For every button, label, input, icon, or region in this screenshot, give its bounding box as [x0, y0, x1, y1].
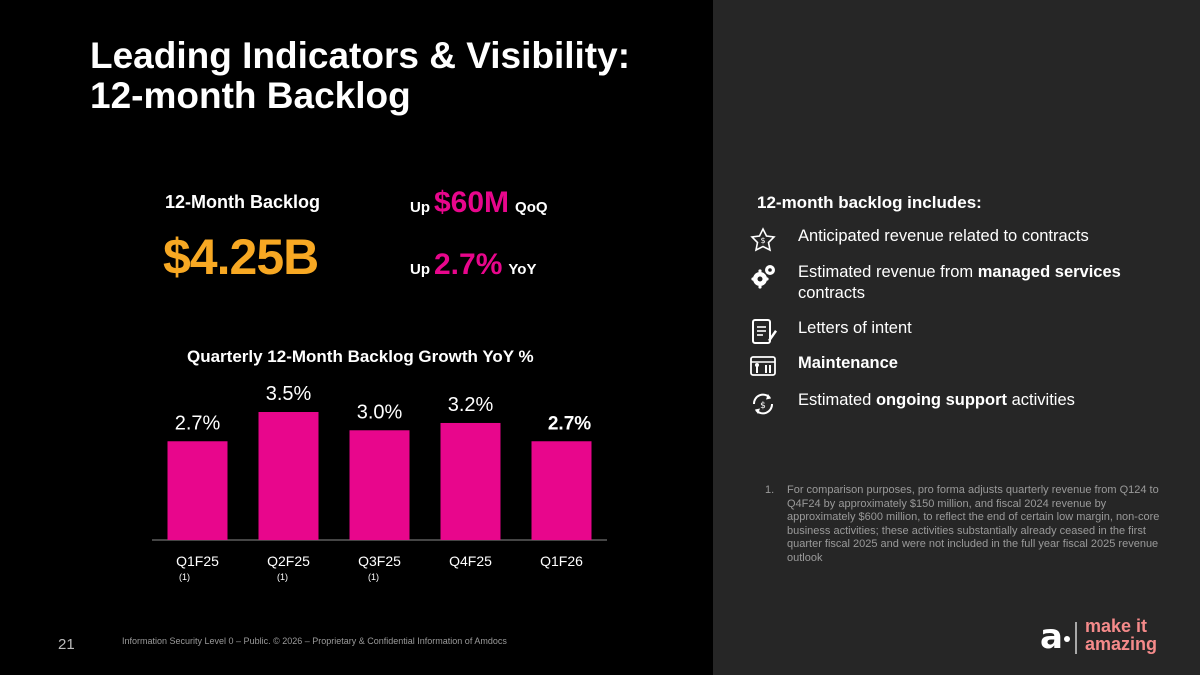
qoq-prefix: Up — [410, 199, 430, 216]
title-line-2: 12-month Backlog — [90, 75, 411, 116]
yoy-prefix: Up — [410, 261, 430, 278]
includes-title: 12-month backlog includes: — [757, 193, 982, 213]
include-text: Maintenance — [798, 353, 898, 374]
footer-classification: Information Security Level 0 – Public. ©… — [122, 636, 507, 646]
include-item-maintenance: Maintenance — [748, 353, 1178, 381]
include-item-contracts: $ Anticipated revenue related to contrac… — [748, 226, 1178, 254]
backlog-growth-chart: 2.7% Q1F25 (1) 3.5% Q2F25 (1) 3.0% Q3F25 (1) 3.2%… — [152, 383, 607, 582]
include-4-part-2: activities — [1007, 391, 1075, 409]
document-pen-icon — [752, 319, 777, 344]
chart-footnote-mark: (1) — [179, 572, 190, 582]
footnote: 1. For comparison purposes, pro forma ad… — [765, 484, 1165, 565]
include-4-part-1: ongoing support — [875, 391, 1008, 409]
chart-value-label: 3.5% — [266, 383, 312, 405]
include-2-part-0: Letters of intent — [798, 319, 912, 337]
include-item-letters-of-intent: Letters of intent — [748, 318, 1178, 346]
include-1-part-2: contracts — [798, 284, 865, 302]
logo-mark: a — [1040, 618, 1063, 657]
backlog-value: $4.25B — [163, 229, 319, 285]
include-text: Anticipated revenue related to contracts — [798, 226, 1089, 247]
backlog-label: 12-Month Backlog — [165, 192, 321, 212]
chart-bar — [167, 441, 228, 540]
include-text: Estimated ongoing support activities — [798, 390, 1075, 411]
chart-bar — [349, 430, 410, 540]
chart-bar — [440, 422, 501, 540]
chart-value-label: 3.0% — [357, 401, 403, 423]
maintenance-tools-icon — [750, 356, 776, 376]
support-cycle-icon: $ — [752, 393, 774, 415]
contract-star-icon: $ — [750, 227, 776, 252]
chart-category-label: Q1F25 — [176, 553, 219, 569]
include-text: Letters of intent — [798, 318, 912, 339]
include-4-part-0: Estimated — [798, 391, 876, 409]
chart-category-label: Q3F25 — [358, 553, 401, 569]
footnote-text: For comparison purposes, pro forma adjus… — [787, 484, 1160, 564]
yoy-amount: 2.7% — [434, 248, 503, 281]
include-0-part-0: Anticipated revenue related to contracts — [798, 227, 1089, 245]
chart-value-label: 2.7% — [175, 412, 221, 434]
include-1-part-0: Estimated revenue from — [798, 263, 978, 281]
title-line-1: Leading Indicators & Visibility: — [90, 35, 631, 76]
chart-footnote-mark: (1) — [368, 572, 379, 582]
chart-bar — [531, 441, 592, 540]
chart-category-label: Q4F25 — [449, 553, 492, 569]
includes-title-text: 12-month backlog includes — [757, 193, 977, 212]
page-title: Leading Indicators & Visibility: 12-mont… — [90, 36, 630, 116]
include-text: Estimated revenue from managed services … — [798, 262, 1178, 304]
qoq-suffix: QoQ — [515, 199, 548, 216]
include-1-part-1: managed services — [977, 263, 1121, 281]
slide-number: 21 — [58, 636, 75, 653]
chart-category-label: Q1F26 — [540, 553, 583, 569]
chart-value-label: 2.7% — [548, 413, 591, 434]
includes-title-colon: : — [976, 193, 982, 212]
chart-footnote-mark: (1) — [277, 572, 288, 582]
include-3-part-0: Maintenance — [798, 354, 898, 372]
amdocs-logo-icon: a — [1040, 618, 1077, 657]
svg-text:$: $ — [760, 236, 765, 245]
yoy-suffix: YoY — [508, 261, 537, 278]
chart-bar — [258, 412, 319, 540]
qoq-amount: $60M — [434, 186, 510, 219]
qoq-change: Up $60M QoQ — [410, 186, 548, 220]
tagline-line-2: amazing — [1085, 634, 1158, 654]
yoy-change: Up 2.7% YoY — [410, 248, 536, 282]
include-item-managed-services: Estimated revenue from managed services … — [748, 262, 1178, 304]
brand-tagline: make it amazing — [1085, 617, 1157, 653]
right-panel — [713, 0, 1200, 675]
chart-category-label: Q2F25 — [267, 553, 310, 569]
svg-text:$: $ — [760, 401, 766, 411]
gears-icon — [751, 265, 775, 289]
tagline-line-1: make it — [1085, 616, 1148, 636]
chart-value-label: 3.2% — [448, 394, 494, 416]
include-item-ongoing-support: $ Estimated ongoing support activities — [748, 390, 1178, 418]
chart-title: Quarterly 12-Month Backlog Growth YoY % — [187, 347, 534, 366]
footnote-number: 1. — [765, 484, 775, 496]
